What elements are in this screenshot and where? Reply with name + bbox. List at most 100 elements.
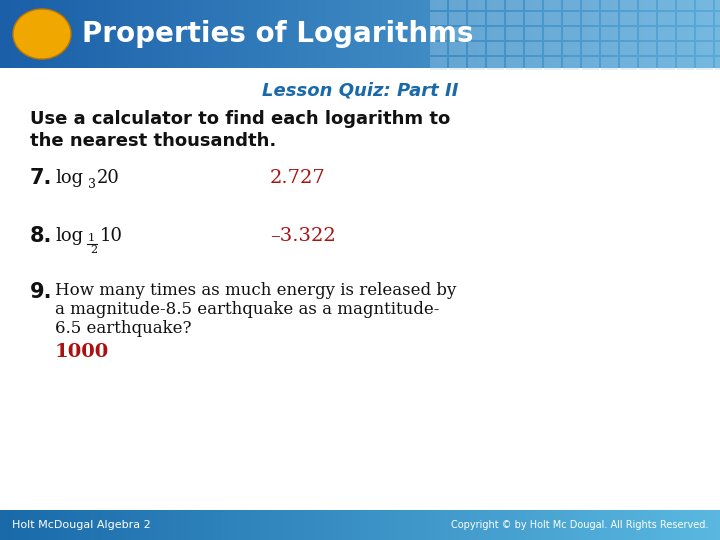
- FancyBboxPatch shape: [487, 57, 504, 70]
- FancyBboxPatch shape: [544, 57, 561, 70]
- FancyBboxPatch shape: [715, 12, 720, 25]
- Text: Use a calculator to find each logarithm to: Use a calculator to find each logarithm …: [30, 110, 450, 128]
- FancyBboxPatch shape: [677, 42, 694, 55]
- Text: How many times as much energy is released by: How many times as much energy is release…: [55, 282, 456, 299]
- Text: Properties of Logarithms: Properties of Logarithms: [82, 20, 474, 48]
- FancyBboxPatch shape: [696, 42, 713, 55]
- Text: 7.: 7.: [30, 168, 53, 188]
- FancyBboxPatch shape: [639, 12, 656, 25]
- FancyBboxPatch shape: [658, 27, 675, 40]
- FancyBboxPatch shape: [544, 27, 561, 40]
- FancyBboxPatch shape: [658, 0, 675, 10]
- FancyBboxPatch shape: [487, 42, 504, 55]
- FancyBboxPatch shape: [449, 27, 466, 40]
- FancyBboxPatch shape: [506, 12, 523, 25]
- Text: –3.322: –3.322: [270, 227, 336, 245]
- FancyBboxPatch shape: [430, 12, 447, 25]
- FancyBboxPatch shape: [639, 57, 656, 70]
- FancyBboxPatch shape: [601, 57, 618, 70]
- FancyBboxPatch shape: [658, 42, 675, 55]
- Text: log: log: [55, 227, 83, 245]
- FancyBboxPatch shape: [468, 42, 485, 55]
- FancyBboxPatch shape: [544, 42, 561, 55]
- FancyBboxPatch shape: [715, 42, 720, 55]
- FancyBboxPatch shape: [525, 12, 542, 25]
- FancyBboxPatch shape: [582, 12, 599, 25]
- Ellipse shape: [13, 9, 71, 59]
- FancyBboxPatch shape: [620, 42, 637, 55]
- Text: 2: 2: [90, 245, 97, 255]
- Text: Copyright © by Holt Mc Dougal. All Rights Reserved.: Copyright © by Holt Mc Dougal. All Right…: [451, 520, 708, 530]
- FancyBboxPatch shape: [696, 0, 713, 10]
- FancyBboxPatch shape: [601, 12, 618, 25]
- FancyBboxPatch shape: [677, 12, 694, 25]
- FancyBboxPatch shape: [696, 27, 713, 40]
- FancyBboxPatch shape: [506, 42, 523, 55]
- Text: 20: 20: [97, 169, 120, 187]
- FancyBboxPatch shape: [468, 57, 485, 70]
- Text: log: log: [55, 169, 83, 187]
- Text: 1: 1: [88, 233, 95, 243]
- FancyBboxPatch shape: [582, 42, 599, 55]
- FancyBboxPatch shape: [449, 0, 466, 10]
- Text: 1000: 1000: [55, 343, 109, 361]
- FancyBboxPatch shape: [601, 0, 618, 10]
- FancyBboxPatch shape: [677, 57, 694, 70]
- FancyBboxPatch shape: [487, 27, 504, 40]
- FancyBboxPatch shape: [0, 68, 720, 510]
- Text: Holt McDougal Algebra 2: Holt McDougal Algebra 2: [12, 520, 150, 530]
- FancyBboxPatch shape: [506, 0, 523, 10]
- FancyBboxPatch shape: [449, 57, 466, 70]
- FancyBboxPatch shape: [0, 0, 300, 68]
- FancyBboxPatch shape: [544, 12, 561, 25]
- Text: the nearest thousandth.: the nearest thousandth.: [30, 132, 276, 150]
- FancyBboxPatch shape: [658, 12, 675, 25]
- FancyBboxPatch shape: [696, 12, 713, 25]
- FancyBboxPatch shape: [430, 57, 447, 70]
- FancyBboxPatch shape: [620, 57, 637, 70]
- FancyBboxPatch shape: [696, 57, 713, 70]
- FancyBboxPatch shape: [601, 42, 618, 55]
- FancyBboxPatch shape: [525, 57, 542, 70]
- FancyBboxPatch shape: [563, 57, 580, 70]
- FancyBboxPatch shape: [639, 42, 656, 55]
- FancyBboxPatch shape: [677, 0, 694, 10]
- FancyBboxPatch shape: [563, 42, 580, 55]
- Text: Lesson Quiz: Part II: Lesson Quiz: Part II: [262, 81, 458, 99]
- FancyBboxPatch shape: [620, 0, 637, 10]
- FancyBboxPatch shape: [525, 0, 542, 10]
- FancyBboxPatch shape: [430, 27, 447, 40]
- FancyBboxPatch shape: [506, 27, 523, 40]
- FancyBboxPatch shape: [487, 12, 504, 25]
- Text: a magnitude-8.5 earthquake as a magntitude-: a magnitude-8.5 earthquake as a magntitu…: [55, 301, 439, 318]
- FancyBboxPatch shape: [677, 27, 694, 40]
- FancyBboxPatch shape: [468, 12, 485, 25]
- FancyBboxPatch shape: [601, 27, 618, 40]
- FancyBboxPatch shape: [563, 12, 580, 25]
- FancyBboxPatch shape: [582, 57, 599, 70]
- FancyBboxPatch shape: [525, 27, 542, 40]
- FancyBboxPatch shape: [639, 0, 656, 10]
- FancyBboxPatch shape: [639, 27, 656, 40]
- Text: 10: 10: [100, 227, 123, 245]
- Text: 2.727: 2.727: [270, 169, 325, 187]
- FancyBboxPatch shape: [544, 0, 561, 10]
- FancyBboxPatch shape: [468, 27, 485, 40]
- Text: 6.5 earthquake?: 6.5 earthquake?: [55, 320, 192, 337]
- FancyBboxPatch shape: [563, 27, 580, 40]
- FancyBboxPatch shape: [620, 27, 637, 40]
- FancyBboxPatch shape: [582, 0, 599, 10]
- FancyBboxPatch shape: [715, 0, 720, 10]
- FancyBboxPatch shape: [449, 42, 466, 55]
- Text: 3: 3: [88, 179, 96, 192]
- FancyBboxPatch shape: [582, 27, 599, 40]
- FancyBboxPatch shape: [620, 12, 637, 25]
- FancyBboxPatch shape: [658, 57, 675, 70]
- FancyBboxPatch shape: [487, 0, 504, 10]
- FancyBboxPatch shape: [525, 42, 542, 55]
- FancyBboxPatch shape: [430, 42, 447, 55]
- FancyBboxPatch shape: [715, 57, 720, 70]
- FancyBboxPatch shape: [715, 27, 720, 40]
- Text: 8.: 8.: [30, 226, 53, 246]
- FancyBboxPatch shape: [563, 0, 580, 10]
